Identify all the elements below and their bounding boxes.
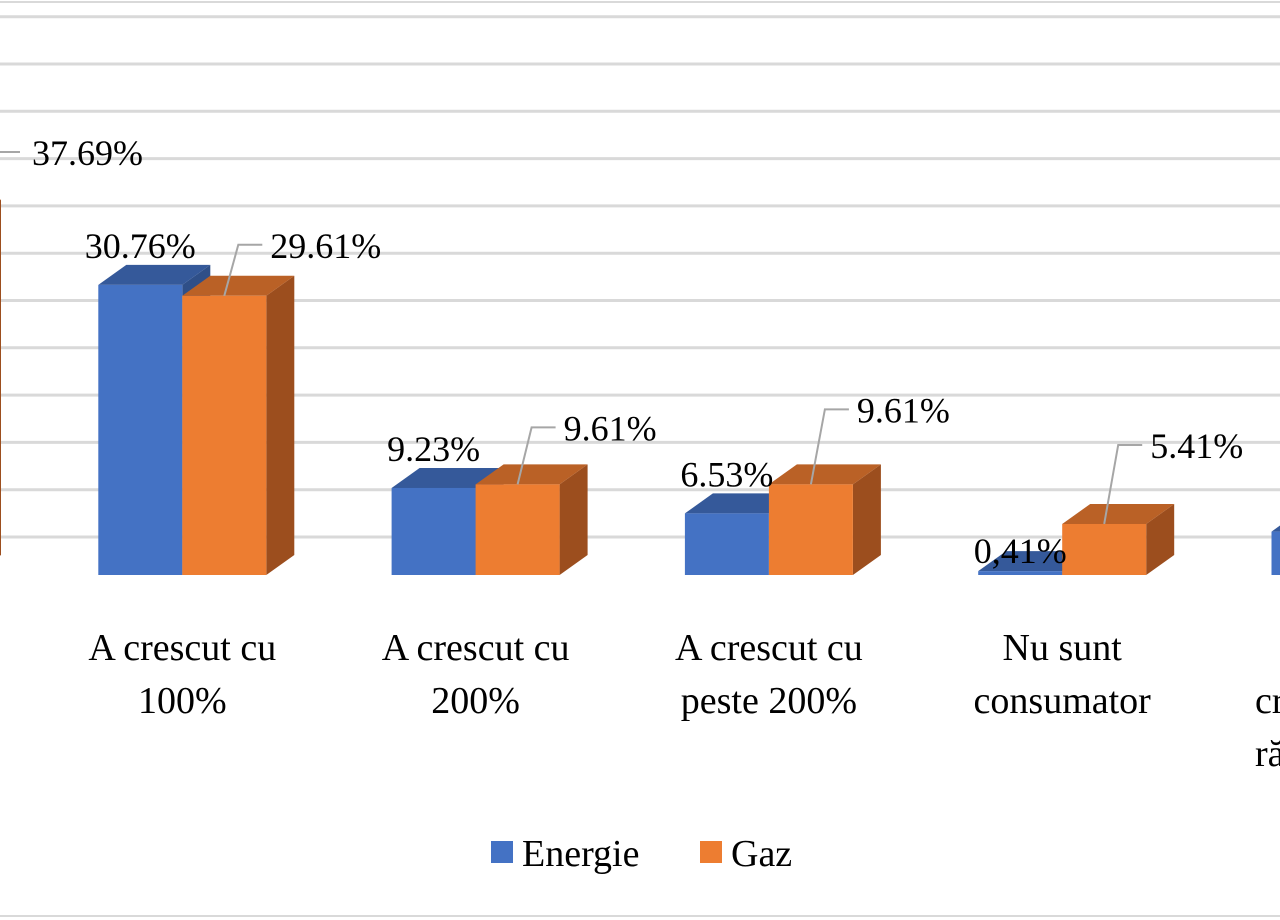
- bar-top: [768, 464, 881, 485]
- data-labels: 37.69% 30.76% 29.61% 9.23% 9.61% 6.53% 9.61% 0,…: [0, 133, 1243, 571]
- bar-side: [266, 275, 295, 575]
- data-label-energie: 0,41%: [974, 531, 1067, 571]
- category-label: 200%: [431, 680, 520, 722]
- legend-swatch-gaz: [700, 841, 722, 863]
- data-label-gaz: 9.61%: [564, 408, 657, 448]
- bar-side: [559, 464, 588, 575]
- bar-gaz: [768, 464, 881, 575]
- data-label-energie: 30.76%: [85, 226, 196, 266]
- bar-front: [768, 484, 853, 575]
- bar-front: [1271, 531, 1280, 575]
- bar-front: [98, 284, 183, 575]
- leader-line: [223, 243, 263, 297]
- leader-line: [516, 426, 556, 485]
- bar-gaz: [0, 199, 1, 556]
- data-label-energie: 6.53%: [680, 454, 773, 494]
- legend-label-gaz: Gaz: [731, 833, 792, 875]
- data-label-gaz: 29.61%: [270, 226, 381, 266]
- leader-line: [1103, 443, 1143, 525]
- bar-top: [0, 199, 1, 201]
- category-label: A crescut cu: [675, 627, 863, 669]
- bar-front: [684, 513, 769, 575]
- bar-front: [1062, 523, 1147, 575]
- category-label: consumator: [974, 680, 1152, 722]
- category-label: Nu sunt: [1003, 627, 1123, 669]
- category-label: răn: [1255, 733, 1280, 775]
- category-labels: A crescut cu 100% A crescut cu 200% A crescu…: [88, 627, 1280, 775]
- data-label-gaz: 9.61%: [857, 390, 950, 430]
- bars: [0, 199, 1280, 575]
- bar-front: [391, 487, 476, 575]
- bar-top: [1062, 503, 1175, 524]
- data-label-energie: 9.23%: [387, 429, 480, 469]
- bar-side: [0, 199, 1, 556]
- bar-top: [391, 467, 504, 488]
- bar-side: [852, 464, 881, 575]
- category-label: peste 200%: [681, 680, 857, 722]
- bar-energie: [1271, 525, 1280, 575]
- data-label-gaz: 5.41%: [1150, 426, 1243, 466]
- legend: Energie Gaz: [491, 833, 792, 875]
- bar-top: [1271, 525, 1280, 532]
- category-label: 100%: [138, 680, 227, 722]
- bar-top: [475, 464, 588, 485]
- bar-gaz: [475, 464, 588, 575]
- data-label-gaz: 37.69%: [32, 133, 143, 173]
- category-label: A crescut cu: [382, 627, 570, 669]
- bar-top: [98, 264, 211, 285]
- bar-front: [978, 571, 1063, 575]
- bar-front: [182, 295, 267, 575]
- bar-top: [182, 275, 295, 296]
- legend-swatch-energie: [491, 841, 513, 863]
- leader-line: [809, 408, 849, 485]
- category-label: A crescut cu: [88, 627, 276, 669]
- category-label: cr: [1255, 680, 1280, 722]
- bar-side: [1146, 503, 1175, 575]
- bar-gaz: [182, 275, 295, 575]
- bar-front: [475, 484, 560, 575]
- legend-label-energie: Energie: [522, 833, 639, 875]
- bar-gaz: [1062, 503, 1175, 575]
